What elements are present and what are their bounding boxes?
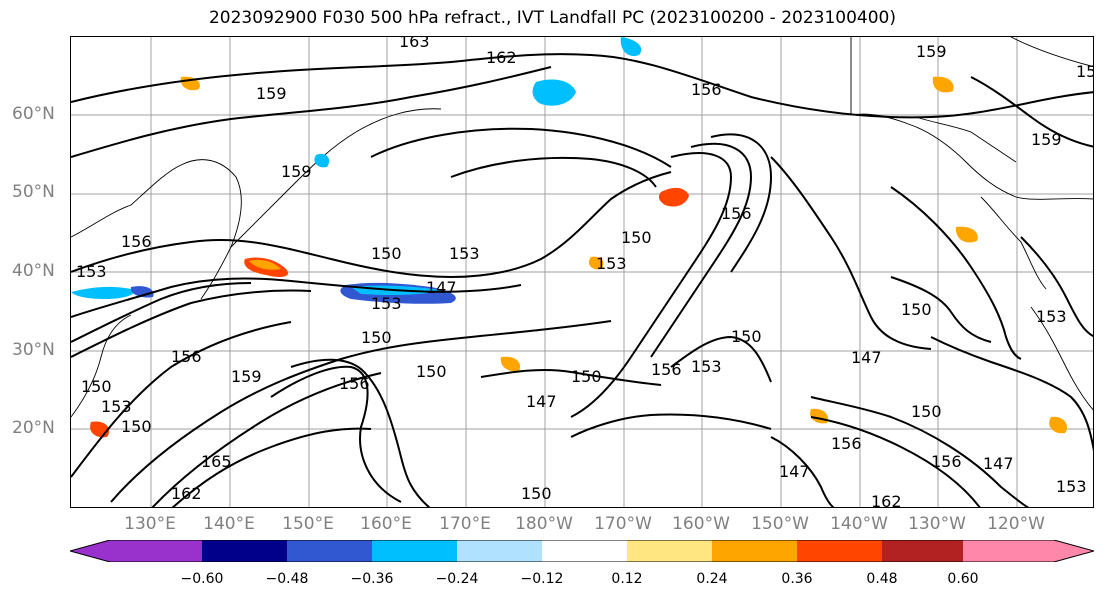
contour-label: 162 bbox=[171, 484, 202, 503]
colorbar-svg bbox=[68, 539, 1096, 563]
contour-label: 150 bbox=[121, 417, 152, 436]
lon-label-170e: 170°E bbox=[439, 514, 491, 534]
colorbar-tick-label: −0.12 bbox=[520, 571, 564, 587]
colorbar-bin bbox=[627, 540, 712, 562]
colorbar-tick-label: 0.48 bbox=[866, 571, 898, 587]
colorbar-tick-label: 0.36 bbox=[781, 571, 813, 587]
lat-label-20n: 20°N bbox=[12, 418, 55, 438]
colorbar-tick-label: 0.12 bbox=[611, 571, 643, 587]
contour-label: 153 bbox=[101, 397, 132, 416]
contour-label: 150 bbox=[416, 362, 447, 381]
contour-label: 150 bbox=[571, 367, 602, 386]
lon-label-120w: 120°W bbox=[987, 514, 1045, 534]
contour-label: 156 bbox=[121, 232, 152, 251]
map-title: 2023092900 F030 500 hPa refract., IVT La… bbox=[208, 8, 896, 28]
contour-label: 150 bbox=[371, 244, 402, 263]
colorbar-tick-label: −0.60 bbox=[180, 571, 224, 587]
contour-label: 147 bbox=[983, 454, 1014, 473]
map-canvas: 163 162 159 159 156 159 156 159 159 150 … bbox=[71, 37, 1094, 508]
contour-label: 153 bbox=[449, 244, 480, 263]
contour-label: 159 bbox=[256, 84, 287, 103]
lon-label-150e: 150°E bbox=[282, 514, 334, 534]
colorbar-extend-high bbox=[963, 540, 1094, 562]
colorbar-tick-label: −0.48 bbox=[265, 571, 309, 587]
lon-label-140e: 140°E bbox=[203, 514, 255, 534]
contour-label: 162 bbox=[871, 492, 902, 508]
lat-label-30n: 30°N bbox=[12, 340, 55, 360]
colorbar-bin bbox=[202, 540, 287, 562]
contour-label: 153 bbox=[371, 294, 402, 313]
map-panel: 163 162 159 159 156 159 156 159 159 150 … bbox=[70, 36, 1094, 508]
contour-label: 150 bbox=[81, 377, 112, 396]
lon-label-160w: 160°W bbox=[672, 514, 730, 534]
contour-label: 159 bbox=[231, 367, 262, 386]
colorbar bbox=[68, 539, 1096, 563]
contour-label: 156 bbox=[831, 434, 862, 453]
contour-label: 156 bbox=[721, 204, 752, 223]
contour-label: 150 bbox=[521, 484, 552, 503]
lat-label-50n: 50°N bbox=[12, 182, 55, 202]
contour-label: 153 bbox=[1056, 477, 1087, 496]
contour-label: 165 bbox=[201, 452, 232, 471]
contour-label: 159 bbox=[1031, 130, 1062, 149]
contour-label: 147 bbox=[779, 462, 810, 481]
lon-label-180w: 180°W bbox=[515, 514, 573, 534]
lon-label-140w: 140°W bbox=[830, 514, 888, 534]
lat-label-60n: 60°N bbox=[12, 104, 55, 124]
colorbar-tick-label: 0.60 bbox=[947, 571, 979, 587]
lon-label-170w: 170°W bbox=[594, 514, 652, 534]
contour-label: 150 bbox=[901, 300, 932, 319]
contour-label: 156 bbox=[651, 360, 682, 379]
colorbar-tick-label: −0.36 bbox=[350, 571, 394, 587]
colorbar-bin bbox=[712, 540, 797, 562]
colorbar-bin bbox=[287, 540, 372, 562]
contour-label: 156 bbox=[171, 347, 202, 366]
contour-lines bbox=[71, 53, 1093, 507]
contour-label: 153 bbox=[76, 262, 107, 281]
lon-label-150w: 150°W bbox=[751, 514, 809, 534]
contour-label: 150 bbox=[621, 228, 652, 247]
contour-label: 153 bbox=[691, 357, 722, 376]
contour-label: 153 bbox=[596, 254, 627, 273]
graticule bbox=[71, 37, 1093, 507]
contour-label: 156 bbox=[691, 80, 722, 99]
contour-label: 159 bbox=[281, 162, 312, 181]
contour-label: 150 bbox=[911, 402, 942, 421]
contour-label: 159 bbox=[916, 42, 947, 61]
contour-label: 150 bbox=[361, 328, 392, 347]
contour-label: 159 bbox=[1076, 62, 1094, 81]
colorbar-bin bbox=[457, 540, 542, 562]
contour-label: 156 bbox=[931, 452, 962, 471]
contour-label: 150 bbox=[731, 327, 762, 346]
colorbar-tick-label: 0.24 bbox=[696, 571, 728, 587]
shaded-regions bbox=[71, 37, 1068, 438]
contour-label: 156 bbox=[339, 374, 370, 393]
lon-label-160e: 160°E bbox=[360, 514, 412, 534]
colorbar-bin bbox=[797, 540, 882, 562]
lat-label-40n: 40°N bbox=[12, 261, 55, 281]
contour-label: 162 bbox=[486, 48, 517, 67]
colorbar-bin bbox=[882, 540, 963, 562]
lon-label-130e: 130°E bbox=[124, 514, 176, 534]
colorbar-tick-label: −0.24 bbox=[435, 571, 479, 587]
contour-label: 153 bbox=[1036, 307, 1067, 326]
contour-label: 163 bbox=[399, 37, 430, 51]
lon-label-130w: 130°W bbox=[908, 514, 966, 534]
colorbar-extend-low bbox=[70, 540, 202, 562]
colorbar-bin bbox=[372, 540, 457, 562]
colorbar-bin bbox=[542, 540, 627, 562]
contour-label: 147 bbox=[851, 348, 882, 367]
contour-label: 147 bbox=[426, 278, 457, 297]
contour-label-group: 163 162 159 159 156 159 156 159 159 150 … bbox=[76, 37, 1094, 508]
contour-label: 147 bbox=[526, 392, 557, 411]
